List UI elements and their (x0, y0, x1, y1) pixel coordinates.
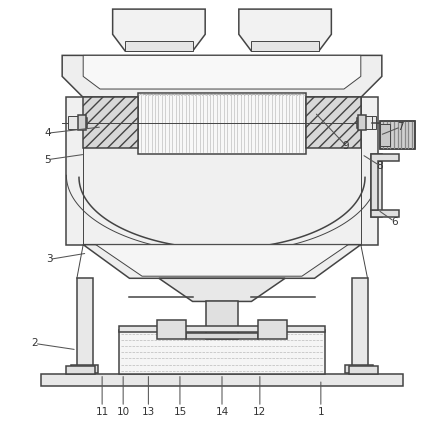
Text: 13: 13 (142, 407, 155, 417)
Bar (206, 301, 238, 339)
Bar (358, 115, 366, 130)
Bar (157, 320, 186, 339)
Text: 15: 15 (173, 407, 186, 417)
Text: 14: 14 (215, 407, 229, 417)
Bar (67, 116, 79, 129)
Polygon shape (66, 97, 378, 245)
Bar (380, 122, 416, 149)
Bar (119, 326, 325, 332)
Polygon shape (83, 55, 361, 89)
Bar (365, 116, 377, 129)
Text: 10: 10 (117, 407, 130, 417)
Bar (371, 210, 399, 217)
Polygon shape (239, 9, 331, 51)
Text: 11: 11 (95, 407, 109, 417)
Bar (66, 366, 95, 374)
Text: 3: 3 (46, 254, 53, 264)
Bar (371, 154, 382, 217)
Text: 12: 12 (253, 407, 266, 417)
Text: 9: 9 (343, 141, 349, 151)
Bar (41, 374, 403, 386)
Text: 6: 6 (391, 216, 398, 227)
Polygon shape (62, 55, 382, 97)
Bar (258, 320, 287, 339)
Text: 5: 5 (44, 155, 51, 165)
Polygon shape (159, 278, 285, 301)
Bar (380, 122, 416, 149)
Bar (119, 330, 325, 374)
Polygon shape (83, 245, 361, 278)
Bar (138, 93, 306, 154)
Bar (186, 333, 258, 339)
Text: 7: 7 (397, 122, 404, 132)
Text: 1: 1 (317, 407, 324, 417)
Bar (78, 115, 86, 130)
Bar (345, 365, 373, 373)
Polygon shape (371, 154, 399, 210)
Bar (72, 118, 87, 128)
Bar (71, 365, 98, 373)
Bar (251, 41, 319, 51)
Polygon shape (83, 97, 138, 148)
Bar (352, 278, 368, 371)
Text: 2: 2 (32, 338, 38, 349)
Text: 8: 8 (377, 161, 383, 170)
Bar (77, 278, 93, 371)
Polygon shape (306, 97, 361, 148)
Bar (380, 124, 390, 146)
Polygon shape (96, 245, 348, 276)
Bar (125, 41, 193, 51)
Bar (349, 366, 378, 374)
Text: 4: 4 (44, 128, 51, 138)
Bar (357, 118, 372, 128)
Polygon shape (113, 9, 205, 51)
